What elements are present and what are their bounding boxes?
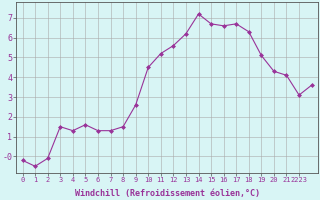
X-axis label: Windchill (Refroidissement éolien,°C): Windchill (Refroidissement éolien,°C) <box>75 189 260 198</box>
